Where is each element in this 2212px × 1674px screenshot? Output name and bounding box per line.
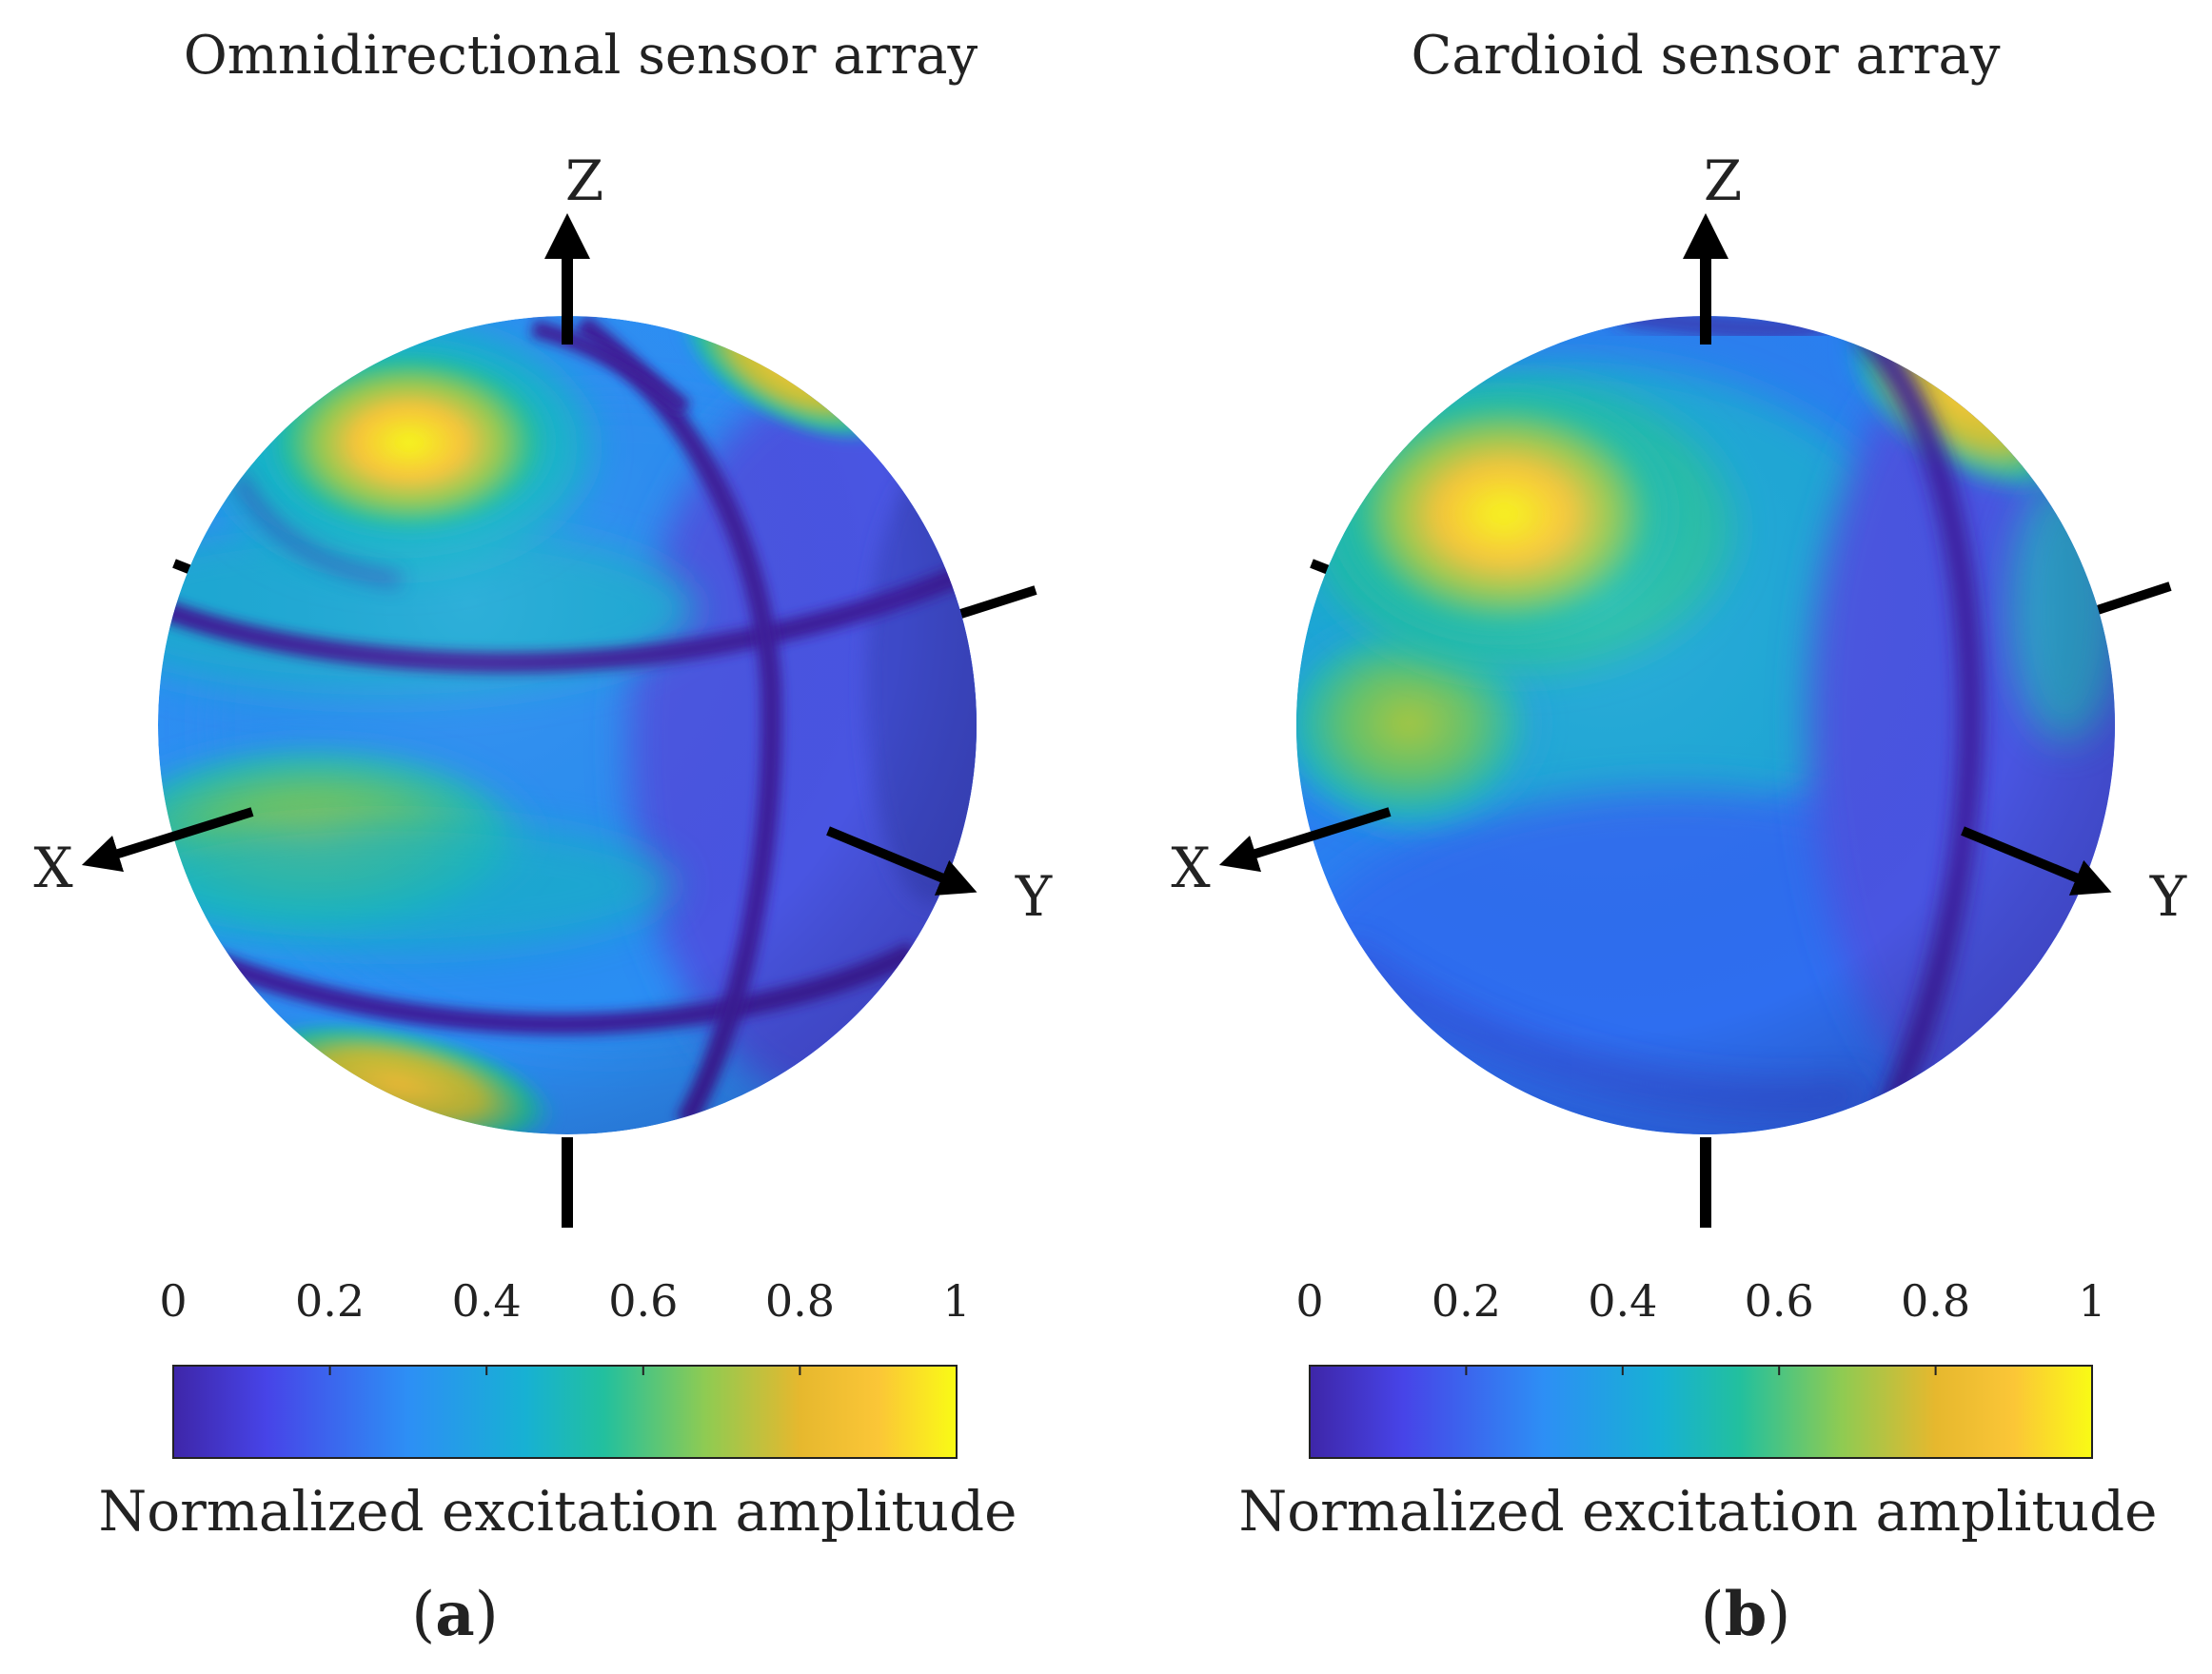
panel-b-title: Cardioid sensor array <box>1412 25 2001 87</box>
panel-b-tick-5: 1 <box>2078 1275 2105 1327</box>
panel-a-label: (a) <box>411 1579 498 1650</box>
panel-b-x-axis <box>1218 807 1392 873</box>
panel-b: Cardioid sensor array Z <box>1171 25 2187 1650</box>
panel-b-y-axis <box>1961 826 2112 896</box>
panel-a-z-label: Z <box>565 148 603 213</box>
panel-a-colorbar-ticks <box>328 1366 801 1375</box>
panel-b-y-label: Y <box>2149 864 2187 929</box>
panel-a-tick-3: 0.6 <box>608 1275 678 1327</box>
panel-b-x-label: X <box>1171 836 1211 900</box>
panel-b-tick-0: 0 <box>1295 1275 1323 1327</box>
panel-b-label: (b) <box>1701 1579 1791 1650</box>
panel-b-axes-front <box>1218 213 2112 1228</box>
panel-b-tick-1: 0.2 <box>1432 1275 1501 1327</box>
panel-a-tick-4: 0.8 <box>765 1275 835 1327</box>
panel-b-sphere <box>1296 316 2115 1134</box>
panel-a-x-axis <box>81 807 254 873</box>
panel-b-z-label: Z <box>1704 148 1742 213</box>
panel-a-tick-1: 0.2 <box>295 1275 365 1327</box>
panel-b-colorbar-gradient <box>1309 1365 2093 1459</box>
panel-a-y-label: Y <box>1015 864 1053 929</box>
panel-a-sphere <box>158 316 977 1134</box>
panel-a: Omnidirectional sensor array <box>33 25 1053 1650</box>
panel-b-colorbar-ticks <box>1465 1366 1937 1375</box>
panel-a-title: Omnidirectional sensor array <box>184 25 978 87</box>
panel-a-colorbar: 0 0.2 0.4 0.6 0.8 1 Normalized excitatio… <box>99 1275 1017 1544</box>
panel-a-axes-front <box>81 213 978 1228</box>
panel-b-tick-2: 0.4 <box>1588 1275 1657 1327</box>
panel-a-tick-2: 0.4 <box>452 1275 522 1327</box>
panel-a-x-label: X <box>33 836 73 900</box>
panel-a-colorbar-gradient <box>172 1365 958 1459</box>
panel-a-y-axis <box>826 826 978 896</box>
panel-a-tick-0: 0 <box>159 1275 187 1327</box>
panel-b-colorbar: 0 0.2 0.4 0.6 0.8 1 Normalized excitatio… <box>1239 1275 2158 1544</box>
panel-b-tick-3: 0.6 <box>1745 1275 1814 1327</box>
panel-a-tick-5: 1 <box>942 1275 970 1327</box>
panel-b-tick-4: 0.8 <box>1901 1275 1970 1327</box>
panel-a-colorbar-label: Normalized excitation amplitude <box>99 1479 1017 1544</box>
panel-b-colorbar-label: Normalized excitation amplitude <box>1239 1479 2158 1544</box>
